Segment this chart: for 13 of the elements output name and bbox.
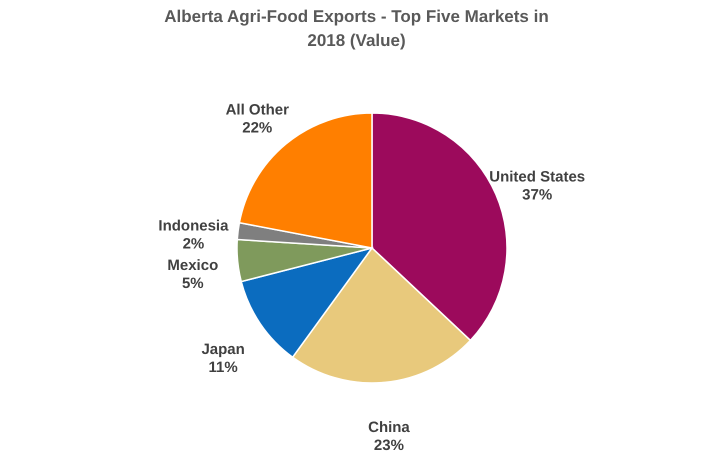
chart-title: Alberta Agri-Food Exports - Top Five Markets in 2018 (Value) <box>164 7 549 50</box>
slice-label: Japan <box>201 341 245 358</box>
data-label: 2% <box>182 235 204 252</box>
slice-label: Mexico <box>167 256 218 274</box>
slice-label: Indonesia <box>158 217 230 234</box>
data-label: 37% <box>522 186 552 204</box>
slice-label: United States <box>489 168 586 186</box>
slice-label: All Other <box>226 101 290 118</box>
data-label: 23% <box>374 437 404 454</box>
slice-label: China <box>368 419 410 436</box>
data-label: 5% <box>182 274 204 292</box>
data-label: 22% <box>242 119 272 136</box>
data-label: 11% <box>208 359 238 376</box>
